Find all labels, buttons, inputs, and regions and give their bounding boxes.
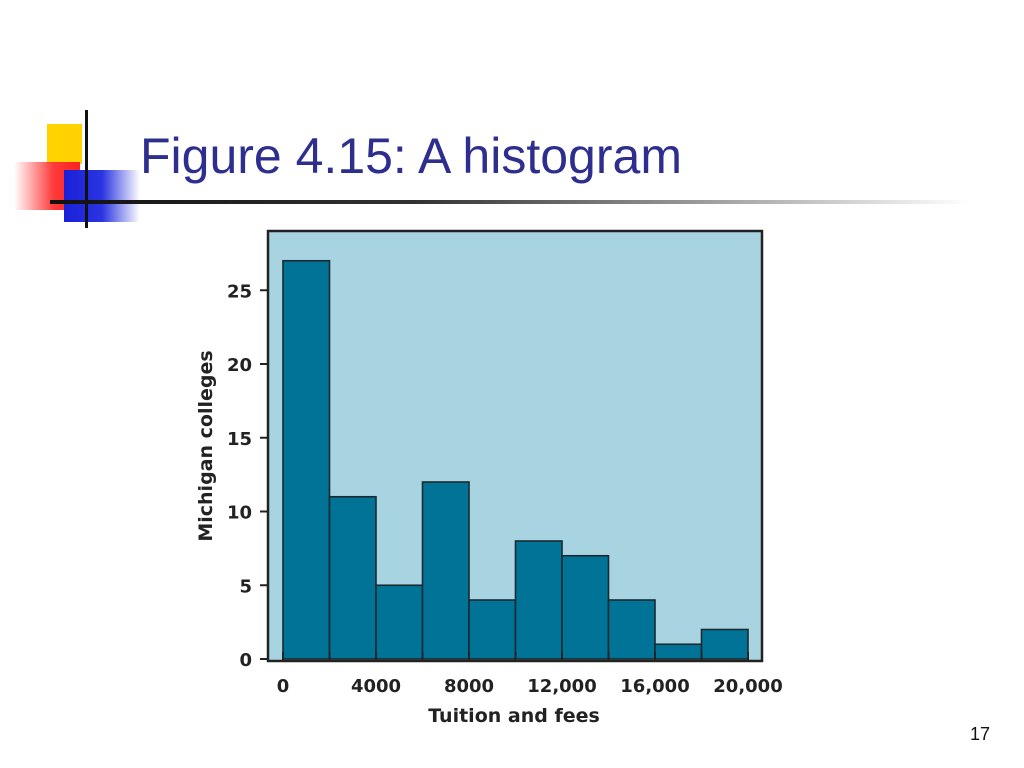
histogram-bar-0 <box>282 259 331 660</box>
y-axis: 0 5 10 15 20 25 <box>227 281 268 671</box>
histogram-bar-3 <box>421 481 470 660</box>
histogram-bar-4 <box>468 599 517 660</box>
bars-group <box>282 259 749 660</box>
x-tick-label-20000: 20,000 <box>713 676 782 697</box>
title-underline <box>50 200 970 204</box>
x-tick-label-12000: 12,000 <box>527 676 596 697</box>
decor-blue-square <box>64 170 140 222</box>
x-tick-label-16000: 16,000 <box>620 676 689 697</box>
histogram-bar-8 <box>654 643 703 660</box>
y-axis-label: Michigan colleges <box>195 350 217 541</box>
x-tick-label-8000: 8000 <box>444 676 494 697</box>
histogram-chart: 0 5 10 15 20 25 0 4000 8000 12,000 16,000 20,000 T… <box>195 229 783 727</box>
histogram-bar-2 <box>375 584 424 660</box>
y-tick-label-20: 20 <box>227 355 252 376</box>
x-axis-label: Tuition and fees <box>428 705 600 727</box>
histogram-bar-7 <box>607 599 656 660</box>
y-tick-label-10: 10 <box>227 503 252 524</box>
histogram-bar-6 <box>561 554 610 660</box>
x-tick-label-0: 0 <box>277 676 290 697</box>
x-axis: 0 4000 8000 12,000 16,000 20,000 <box>277 652 783 697</box>
y-tick-label-25: 25 <box>227 281 252 302</box>
x-tick-label-4000: 4000 <box>351 676 401 697</box>
slide-title: Figure 4.15: A histogram <box>140 128 682 184</box>
page-number: 17 <box>969 724 990 744</box>
histogram-bar-9 <box>700 628 749 660</box>
y-tick-label-0: 0 <box>239 650 252 671</box>
y-tick-label-5: 5 <box>239 576 252 597</box>
decor-yellow-square <box>47 124 82 164</box>
y-tick-label-15: 15 <box>227 429 252 450</box>
histogram-bar-5 <box>514 540 563 660</box>
decor-vertical-line <box>85 110 88 228</box>
histogram-bar-1 <box>328 495 377 660</box>
